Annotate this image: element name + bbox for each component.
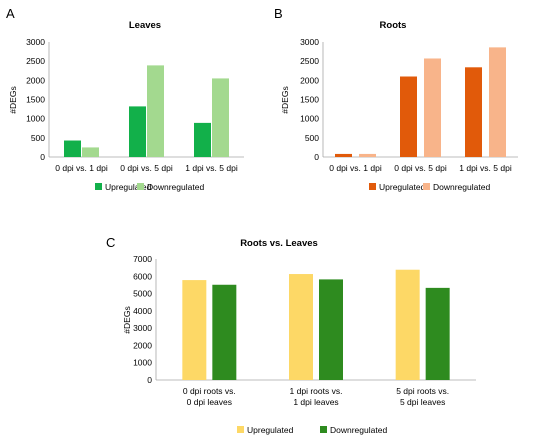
panel-b-bar-upregulated bbox=[335, 153, 352, 157]
panel-a-y-axis-label: #DEGs bbox=[8, 86, 18, 113]
panel-a-legend-swatch-downregulated bbox=[137, 183, 144, 190]
panel-c-y-tick-label: 7000 bbox=[133, 254, 152, 264]
panel-a-y-tick-label: 1500 bbox=[26, 95, 45, 105]
panel-c-category-label: 1 dpi roots vs. bbox=[290, 386, 343, 396]
panel-a-y-tick-label: 2000 bbox=[26, 75, 45, 85]
panel-c-y-tick-label: 0 bbox=[147, 375, 152, 385]
panel-c-legend-label-downregulated: Downregulated bbox=[330, 425, 387, 435]
panel-b-y-tick-label: 2500 bbox=[300, 56, 319, 66]
panel-b-y-tick-label: 1500 bbox=[300, 95, 319, 105]
panel-b-category-label: 1 dpi vs. 5 dpi bbox=[459, 163, 512, 173]
panel-a-y-tick-label: 1000 bbox=[26, 114, 45, 124]
panel-b-category-label: 0 dpi vs. 5 dpi bbox=[394, 163, 447, 173]
panel-a-category-label: 0 dpi vs. 1 dpi bbox=[55, 163, 108, 173]
panel-b-legend-swatch-upregulated bbox=[369, 183, 376, 190]
panel-b-y-tick-label: 3000 bbox=[300, 37, 319, 47]
panel-a-bar-downregulated bbox=[82, 147, 99, 157]
panel-a-y-tick-label: 3000 bbox=[26, 37, 45, 47]
panel-c-category-label: 1 dpi leaves bbox=[293, 397, 338, 407]
panel-b-y-tick-label: 500 bbox=[305, 133, 319, 143]
panel-a-legend-label-upregulated: Upregulated bbox=[105, 182, 152, 192]
panel-c-legend-swatch-upregulated bbox=[237, 426, 244, 433]
panel-a-bar-downregulated bbox=[212, 78, 229, 157]
panel-b-legend-label-upregulated: Upregulated bbox=[379, 182, 426, 192]
panel-c-letter: C bbox=[106, 235, 115, 250]
panel-b-y-tick-label: 2000 bbox=[300, 75, 319, 85]
panel-c-legend-swatch-downregulated bbox=[320, 426, 327, 433]
panel-c-category-label: 5 dpi leaves bbox=[400, 397, 445, 407]
panel-c-bar-upregulated bbox=[395, 269, 420, 380]
panel-c-y-tick-label: 6000 bbox=[133, 271, 152, 281]
panel-a-bar-upregulated bbox=[64, 140, 81, 157]
panel-b-category-label: 0 dpi vs. 1 dpi bbox=[329, 163, 382, 173]
panel-b-legend-swatch-downregulated bbox=[423, 183, 430, 190]
panel-a-bar-upregulated bbox=[129, 106, 146, 157]
panel-b-bar-downregulated bbox=[359, 153, 376, 157]
panel-c-y-tick-label: 5000 bbox=[133, 289, 152, 299]
panel-c-category-label: 5 dpi roots vs. bbox=[396, 386, 449, 396]
panel-c-bar-downregulated bbox=[212, 284, 237, 380]
panel-b-bar-upregulated bbox=[465, 67, 482, 157]
panel-b-title: Roots bbox=[380, 20, 407, 31]
panel-c-legend-label-upregulated: Upregulated bbox=[247, 425, 294, 435]
panel-c-y-tick-label: 4000 bbox=[133, 306, 152, 316]
panel-c-bar-upregulated bbox=[289, 274, 313, 380]
panel-b-y-tick-label: 1000 bbox=[300, 114, 319, 124]
panel-a-category-label: 0 dpi vs. 5 dpi bbox=[120, 163, 173, 173]
panel-a-y-tick-label: 500 bbox=[31, 133, 45, 143]
panel-a-bar-downregulated bbox=[147, 65, 164, 157]
panel-c-y-tick-label: 3000 bbox=[133, 323, 152, 333]
panel-a-y-tick-label: 0 bbox=[40, 152, 45, 162]
panel-a-y-tick-label: 2500 bbox=[26, 56, 45, 66]
panel-c-category-label: 0 dpi roots vs. bbox=[183, 386, 236, 396]
panel-b-letter: B bbox=[274, 6, 283, 21]
panel-c-bar-downregulated bbox=[425, 287, 450, 380]
panel-a-legend-swatch-upregulated bbox=[95, 183, 102, 190]
panel-a-legend-label-downregulated: Downregulated bbox=[147, 182, 204, 192]
panel-c-title: Roots vs. Leaves bbox=[240, 238, 318, 249]
panel-b-bar-downregulated bbox=[489, 47, 506, 157]
panel-a-category-label: 1 dpi vs. 5 dpi bbox=[185, 163, 238, 173]
panel-b-bar-downregulated bbox=[424, 58, 441, 157]
panel-b-legend-label-downregulated: Downregulated bbox=[433, 182, 490, 192]
panel-c-category-label: 0 dpi leaves bbox=[187, 397, 232, 407]
panel-c-y-axis-label: #DEGs bbox=[122, 306, 132, 333]
panel-a-letter: A bbox=[6, 6, 15, 21]
panel-b-y-tick-label: 0 bbox=[314, 152, 319, 162]
panel-b-y-axis-label: #DEGs bbox=[280, 86, 290, 113]
panel-c-y-tick-label: 2000 bbox=[133, 340, 152, 350]
panel-c-bar-upregulated bbox=[182, 280, 207, 380]
panel-c-y-tick-label: 1000 bbox=[133, 358, 152, 368]
panel-b-bar-upregulated bbox=[400, 76, 417, 157]
panel-a-bar-upregulated bbox=[194, 122, 211, 157]
panel-a-title: Leaves bbox=[129, 20, 161, 31]
panel-c-bar-downregulated bbox=[319, 279, 343, 380]
